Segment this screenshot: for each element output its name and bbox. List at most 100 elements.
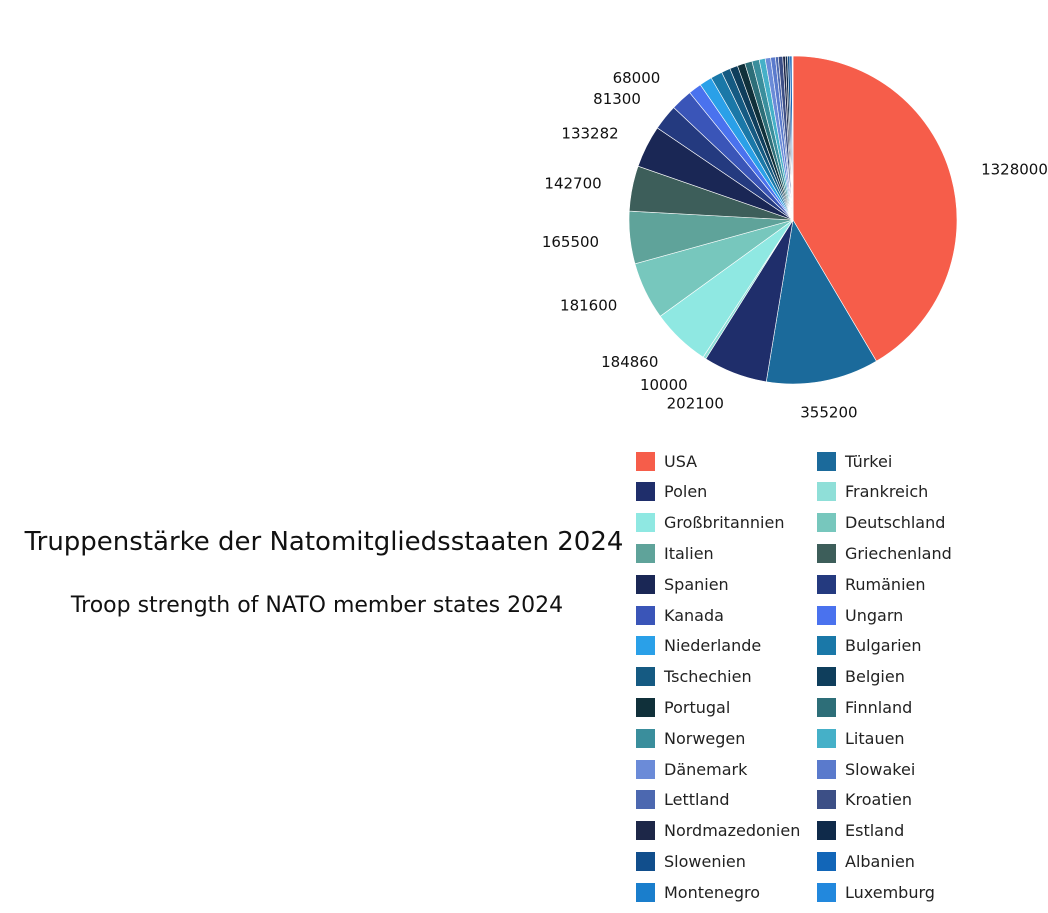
- legend-item-griechenland: Griechenland: [817, 543, 952, 563]
- legend-label: Lettland: [664, 790, 730, 810]
- data-label-deutschland: 181600: [560, 297, 617, 315]
- data-label-italien: 165500: [542, 233, 599, 251]
- legend-swatch: [636, 697, 655, 717]
- legend-label: Griechenland: [845, 543, 952, 563]
- legend-label: Slowakei: [845, 759, 916, 779]
- legend-label: Italien: [664, 543, 714, 563]
- legend-swatch: [817, 728, 836, 748]
- legend-label: Rumänien: [845, 574, 926, 594]
- legend-item-lettland: Lettland: [636, 790, 730, 810]
- data-label-polen: 202100: [667, 394, 724, 412]
- legend-item-kroatien: Kroatien: [817, 790, 912, 810]
- legend-label: Frankreich: [845, 482, 929, 502]
- legend-swatch: [817, 605, 836, 625]
- legend-label: Tschechien: [664, 667, 752, 687]
- legend-label: Spanien: [664, 574, 729, 594]
- legend-swatch: [636, 759, 655, 779]
- data-label-rumanien: 81300: [593, 90, 641, 108]
- legend-swatch: [636, 667, 655, 687]
- legend-swatch: [636, 543, 655, 563]
- legend-label: Deutschland: [845, 513, 946, 533]
- legend-swatch: [636, 451, 655, 471]
- legend-swatch: [817, 790, 836, 810]
- legend-swatch: [636, 790, 655, 810]
- legend-swatch: [636, 636, 655, 656]
- data-label-grossbritannien: 184860: [601, 353, 658, 371]
- legend-swatch: [817, 513, 836, 533]
- legend-item-italien: Italien: [636, 543, 714, 563]
- data-label-frankreich: 10000: [640, 376, 688, 394]
- data-label-spanien: 133282: [561, 125, 618, 143]
- legend-item-danemark: Dänemark: [636, 759, 747, 779]
- legend-item-slowenien: Slowenien: [636, 851, 746, 871]
- legend-label: Albanien: [845, 851, 915, 871]
- legend-item-finnland: Finnland: [817, 697, 912, 717]
- pie-slice-turkei: [765, 219, 877, 385]
- legend-item-niederlande: Niederlande: [636, 636, 761, 656]
- legend-swatch: [817, 451, 836, 471]
- legend-swatch: [817, 851, 836, 871]
- legend-label: Norwegen: [664, 728, 746, 748]
- legend-item-luxemburg: Luxemburg: [817, 882, 935, 902]
- legend-item-spanien: Spanien: [636, 574, 729, 594]
- legend-swatch: [817, 574, 836, 594]
- legend-item-portugal: Portugal: [636, 697, 730, 717]
- legend-label: Portugal: [664, 697, 731, 717]
- legend-swatch: [817, 697, 836, 717]
- data-label-usa: 1328000: [981, 161, 1048, 179]
- legend-swatch: [636, 728, 655, 748]
- legend-label: Dänemark: [664, 759, 748, 779]
- legend-item-litauen: Litauen: [817, 728, 905, 748]
- legend-label: Slowenien: [664, 851, 746, 871]
- legend-swatch: [636, 482, 655, 502]
- data-label-kanada: 68000: [613, 69, 661, 87]
- legend-item-belgien: Belgien: [817, 667, 905, 687]
- legend-item-grossbritannien: Großbritannien: [636, 513, 784, 533]
- legend-item-norwegen: Norwegen: [636, 728, 745, 748]
- legend-item-tschechien: Tschechien: [636, 667, 752, 687]
- legend-label: Ungarn: [845, 605, 904, 625]
- legend-label: USA: [664, 451, 698, 471]
- data-label-turkei: 355200: [800, 404, 857, 422]
- legend-swatch: [817, 482, 836, 502]
- legend-item-bulgarien: Bulgarien: [817, 636, 922, 656]
- legend-item-estland: Estland: [817, 821, 904, 841]
- legend-swatch: [636, 882, 655, 902]
- legend-swatch: [636, 821, 655, 841]
- legend-item-turkei: Türkei: [817, 451, 892, 471]
- legend-label: Großbritannien: [664, 513, 785, 533]
- legend-label: Türkei: [845, 451, 893, 471]
- legend-item-rumanien: Rumänien: [817, 574, 926, 594]
- legend-swatch: [817, 667, 836, 687]
- legend-label: Litauen: [845, 728, 905, 748]
- legend-item-kanada: Kanada: [636, 605, 724, 625]
- legend-label: Finnland: [845, 697, 913, 717]
- legend-swatch: [636, 605, 655, 625]
- legend-item-albanien: Albanien: [817, 851, 915, 871]
- legend-label: Kanada: [664, 605, 724, 625]
- legend-label: Nordmazedonien: [664, 821, 801, 841]
- legend-swatch: [636, 851, 655, 871]
- chart-subtitle: Troop strength of NATO member states 202…: [70, 593, 564, 618]
- legend-label: Estland: [845, 821, 905, 841]
- legend-swatch: [636, 513, 655, 533]
- legend-label: Kroatien: [845, 790, 913, 810]
- legend-item-deutschland: Deutschland: [817, 513, 945, 533]
- legend-item-usa: USA: [636, 451, 697, 471]
- legend-swatch: [817, 821, 836, 841]
- legend-label: Montenegro: [664, 882, 761, 902]
- chart-legend: USA Türkei Polen Frankreich Großbritannien De…: [636, 449, 1046, 911]
- legend-item-ungarn: Ungarn: [817, 605, 903, 625]
- legend-label: Niederlande: [664, 636, 762, 656]
- legend-swatch: [817, 882, 836, 902]
- legend-item-frankreich: Frankreich: [817, 482, 928, 502]
- legend-item-slowakei: Slowakei: [817, 759, 915, 779]
- legend-swatch: [636, 574, 655, 594]
- legend-label: Luxemburg: [845, 882, 935, 902]
- legend-label: Polen: [664, 482, 708, 502]
- data-label-griechenland: 142700: [544, 174, 601, 192]
- legend-item-polen: Polen: [636, 482, 707, 502]
- legend-swatch: [817, 759, 836, 779]
- legend-item-nordmazedonien: Nordmazedonien: [636, 821, 800, 841]
